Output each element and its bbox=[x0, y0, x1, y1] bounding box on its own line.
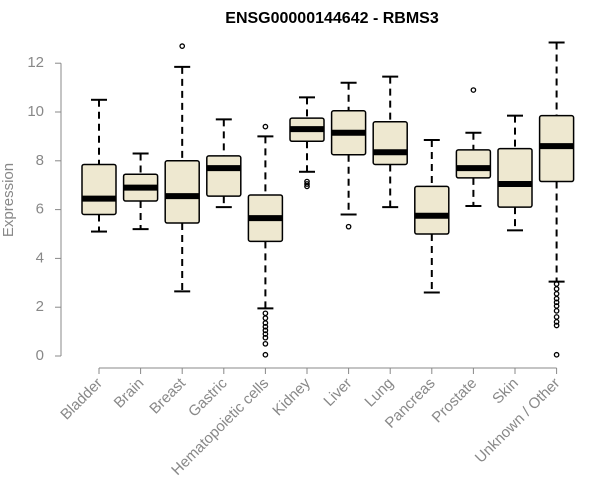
box-bladder bbox=[81, 98, 117, 233]
box-brain bbox=[122, 152, 159, 231]
chart-title: ENSG00000144642 - RBMS3 bbox=[225, 10, 439, 27]
x-tick-label: Breast bbox=[146, 374, 189, 417]
outlier-point bbox=[345, 223, 352, 230]
outlier-point bbox=[262, 351, 269, 358]
y-tick-label: 10 bbox=[27, 103, 44, 120]
outlier-point bbox=[179, 43, 186, 49]
iqr-box bbox=[414, 185, 450, 235]
x-tick-label: Prostate bbox=[429, 375, 481, 427]
plot-area bbox=[81, 41, 575, 358]
outlier-point bbox=[553, 351, 560, 358]
box-kidney bbox=[289, 96, 325, 190]
box-liver bbox=[330, 81, 367, 230]
outlier-point bbox=[470, 87, 477, 93]
box-skin bbox=[497, 114, 533, 232]
outlier-point bbox=[262, 310, 269, 317]
outlier-point bbox=[553, 299, 560, 306]
outlier-point bbox=[262, 315, 269, 322]
box-hematopoietic-cells bbox=[247, 123, 284, 358]
iqr-box bbox=[81, 163, 117, 216]
iqr-box bbox=[372, 121, 408, 166]
outlier-point bbox=[553, 314, 560, 320]
outlier-point bbox=[262, 320, 269, 326]
outlier-point bbox=[262, 331, 269, 337]
outlier-point bbox=[553, 322, 560, 329]
outlier-point bbox=[262, 327, 269, 334]
box-gastric bbox=[206, 118, 242, 209]
outlier-point bbox=[304, 181, 310, 187]
outlier-point bbox=[553, 295, 560, 302]
x-tick-label: Lung bbox=[361, 375, 397, 411]
box-pancreas bbox=[414, 139, 450, 294]
iqr-box bbox=[164, 160, 200, 224]
y-axis: 0 2 4 6 8 10 12 bbox=[27, 54, 62, 364]
y-tick-label: 4 bbox=[36, 249, 44, 266]
outlier-point bbox=[262, 123, 269, 130]
x-tick-label: Bladder bbox=[57, 375, 106, 424]
y-tick-label: 0 bbox=[36, 347, 44, 364]
outlier-point bbox=[304, 183, 310, 190]
outlier-point bbox=[262, 334, 269, 341]
iqr-box bbox=[455, 149, 492, 179]
iqr-box bbox=[497, 147, 533, 208]
outlier-point bbox=[553, 290, 560, 297]
y-tick-label: 12 bbox=[27, 54, 44, 71]
outlier-point bbox=[553, 308, 560, 314]
outlier-point bbox=[262, 323, 269, 330]
box-lung bbox=[372, 75, 408, 209]
y-tick-label: 8 bbox=[36, 152, 44, 169]
iqr-box bbox=[206, 155, 242, 197]
box-prostate bbox=[455, 87, 492, 207]
x-tick-label: Brain bbox=[111, 375, 148, 412]
outlier-point bbox=[553, 286, 560, 292]
y-tick-label: 6 bbox=[36, 201, 44, 218]
y-tick-label: 2 bbox=[36, 298, 44, 315]
outlier-point bbox=[262, 340, 269, 347]
outlier-point bbox=[553, 318, 560, 325]
x-tick-label: Kidney bbox=[269, 374, 314, 419]
x-tick-label: Liver bbox=[320, 375, 355, 410]
box-unknown-other bbox=[538, 41, 575, 358]
box-breast bbox=[164, 43, 200, 293]
x-tick-label: Skin bbox=[489, 375, 522, 408]
y-axis-label: Expression bbox=[0, 163, 17, 237]
